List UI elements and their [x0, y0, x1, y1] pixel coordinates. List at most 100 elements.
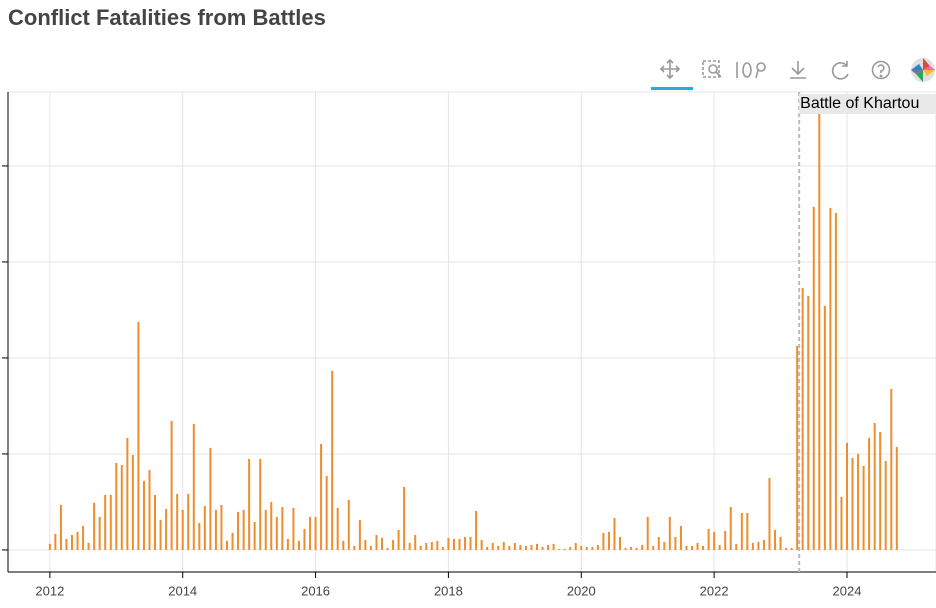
- bar: [397, 529, 400, 550]
- bar: [408, 542, 411, 550]
- bar: [231, 532, 234, 550]
- bar: [137, 321, 140, 550]
- bar: [691, 545, 694, 550]
- bar: [718, 544, 721, 550]
- bar: [115, 462, 118, 550]
- bar: [840, 496, 843, 550]
- bar: [98, 516, 101, 550]
- bar: [342, 540, 345, 550]
- bar: [762, 539, 765, 550]
- bar: [508, 545, 511, 550]
- bar: [226, 540, 229, 550]
- bar: [264, 509, 267, 550]
- bar: [220, 504, 223, 550]
- bar: [868, 437, 871, 550]
- bokeh-logo[interactable]: [911, 58, 935, 82]
- bar: [679, 525, 682, 550]
- bar: [884, 460, 887, 550]
- bar: [801, 287, 804, 550]
- bar: [452, 538, 455, 550]
- bar: [242, 509, 245, 550]
- bar: [281, 506, 284, 550]
- bar: [392, 539, 395, 550]
- bar: [558, 548, 561, 550]
- bar: [248, 458, 251, 550]
- bar: [214, 509, 217, 550]
- save-tool[interactable]: [790, 61, 806, 79]
- bar: [192, 423, 195, 550]
- bar: [70, 534, 73, 550]
- bar: [358, 519, 361, 550]
- bar: [59, 504, 62, 550]
- bar: [347, 499, 350, 550]
- bar: [895, 446, 898, 550]
- bar: [818, 112, 821, 550]
- bar: [873, 422, 876, 550]
- help-tool[interactable]: [871, 60, 891, 80]
- bar: [530, 544, 533, 550]
- bar: [165, 508, 168, 550]
- bar: [331, 370, 334, 550]
- chart-title: Conflict Fatalities from Battles: [8, 5, 326, 30]
- bar: [414, 534, 417, 550]
- wheel-zoom-tool[interactable]: [736, 62, 766, 79]
- bar: [790, 547, 793, 550]
- bar: [369, 545, 372, 550]
- bar: [630, 546, 633, 550]
- bar: [602, 532, 605, 550]
- bar: [297, 540, 300, 550]
- bar: [524, 545, 527, 550]
- bar: [735, 543, 738, 550]
- bar: [353, 545, 356, 550]
- bar: [569, 546, 572, 550]
- bar: [513, 542, 516, 550]
- bar: [619, 536, 622, 550]
- bar: [380, 537, 383, 550]
- x-tick-label: 2024: [833, 583, 862, 598]
- bar: [441, 546, 444, 550]
- bar: [275, 516, 278, 550]
- bar: [187, 493, 190, 550]
- bar: [198, 522, 201, 550]
- bar: [613, 517, 616, 550]
- bar: [823, 305, 826, 550]
- bar: [336, 507, 339, 550]
- bar: [724, 530, 727, 550]
- bar: [596, 544, 599, 550]
- bar: [458, 538, 461, 550]
- bar: [574, 542, 577, 550]
- bar: [325, 475, 328, 550]
- bar: [320, 443, 323, 550]
- bar: [746, 512, 749, 550]
- bar: [641, 544, 644, 550]
- x-tick-label: 2022: [700, 583, 729, 598]
- bar: [502, 541, 505, 550]
- bar: [591, 546, 594, 550]
- bar: [314, 516, 317, 550]
- bar: [109, 494, 112, 550]
- bar: [65, 538, 68, 550]
- bar: [148, 469, 151, 550]
- bar: [82, 525, 85, 550]
- bar: [364, 539, 367, 550]
- bar: [668, 516, 671, 550]
- reset-tool[interactable]: [831, 61, 849, 80]
- bar: [159, 519, 162, 550]
- bar: [497, 545, 500, 550]
- box-zoom-tool[interactable]: [702, 60, 722, 78]
- bar: [76, 531, 79, 550]
- bar: [674, 536, 677, 550]
- bar: [309, 516, 312, 550]
- bar: [104, 494, 107, 550]
- bar: [303, 528, 306, 550]
- bar: [845, 442, 848, 550]
- bar: [386, 547, 389, 550]
- bar: [652, 545, 655, 550]
- pan-tool[interactable]: [651, 58, 693, 90]
- bars: Battle of Khartou: [48, 92, 936, 572]
- x-tick-label: 2016: [301, 583, 330, 598]
- bar: [685, 545, 688, 550]
- bar: [834, 212, 837, 550]
- bar: [702, 545, 705, 550]
